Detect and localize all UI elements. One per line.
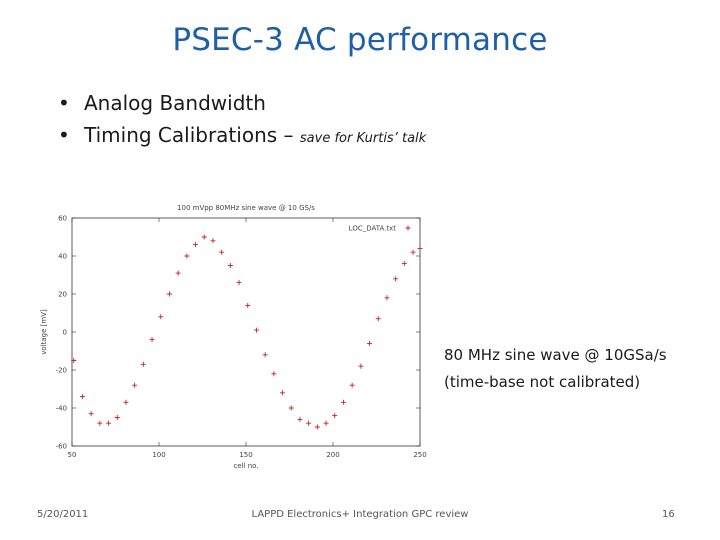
bullet-list: • Analog Bandwidth • Timing Calibrations… <box>58 90 698 158</box>
data-point <box>417 245 423 251</box>
chart-caption: 80 MHz sine wave @ 10GSa/s (time-base no… <box>444 342 667 396</box>
footer-date: 5/20/2011 <box>37 509 89 520</box>
x-tick-label: 150 <box>239 451 252 459</box>
data-point <box>297 416 303 422</box>
bullet-note: save for Kurtis’ talk <box>299 131 427 146</box>
chart-title: 100 mVpp 80MHz sine wave @ 10 GS/s <box>177 204 315 212</box>
data-point <box>193 242 199 248</box>
data-point <box>106 420 112 426</box>
data-point <box>340 399 346 405</box>
x-tick-label: 200 <box>326 451 339 459</box>
data-point <box>306 420 312 426</box>
x-tick-label: 50 <box>68 451 77 459</box>
data-point <box>227 263 233 268</box>
data-point <box>367 340 373 346</box>
data-point <box>349 382 355 388</box>
data-point <box>358 363 364 369</box>
chart-svg: 100 mVpp 80MHz sine wave @ 10 GS/s 50 100 1… <box>40 204 427 470</box>
data-point <box>79 394 85 400</box>
data-point <box>401 261 407 267</box>
data-point <box>201 234 207 240</box>
y-tick-label: -20 <box>56 367 67 375</box>
bullet-item: • Analog Bandwidth <box>58 90 698 116</box>
data-point <box>149 337 155 343</box>
slide-title: PSEC-3 AC performance <box>172 22 548 58</box>
y-tick-label: -40 <box>56 405 67 413</box>
data-point <box>236 280 242 286</box>
footer-title: LAPPD Electronics+ Integration GPC revie… <box>251 509 469 520</box>
data-point <box>271 371 277 377</box>
y-tick-label: 20 <box>58 291 67 299</box>
y-tick-label: 0 <box>63 329 67 337</box>
data-point <box>253 327 259 333</box>
data-point <box>97 420 103 426</box>
data-point <box>332 413 338 419</box>
legend-marker <box>405 225 411 231</box>
y-tick-label: 60 <box>58 215 67 223</box>
caption-line: (time-base not calibrated) <box>444 373 641 391</box>
legend-label: LOC_DATA.txt <box>349 225 397 233</box>
data-point <box>158 314 164 320</box>
data-point <box>71 358 77 363</box>
data-point <box>288 405 294 411</box>
y-tick-label: -60 <box>56 443 67 451</box>
data-point <box>140 361 146 367</box>
data-point <box>184 253 190 259</box>
bullet-text: Analog Bandwidth <box>84 91 266 115</box>
caption-line: 80 MHz sine wave @ 10GSa/s <box>444 346 667 364</box>
data-point <box>88 411 94 417</box>
data-point <box>410 249 416 255</box>
y-axis-label: voltage [mV] <box>40 309 48 355</box>
bullet-item: • Timing Calibrations – save for Kurtis’… <box>58 122 698 152</box>
data-point <box>219 249 225 255</box>
x-tick-label: 100 <box>152 451 165 459</box>
data-point <box>375 316 381 322</box>
x-tick-label: 250 <box>413 451 426 459</box>
data-point <box>245 302 251 308</box>
bullet-symbol: • <box>58 123 70 147</box>
data-point <box>132 382 138 388</box>
bullet-symbol: • <box>58 91 70 115</box>
data-point <box>323 420 329 426</box>
data-point <box>175 270 181 276</box>
data-point <box>393 276 399 282</box>
slide-number: 16 <box>662 509 675 520</box>
data-point <box>262 352 268 358</box>
sine-wave-chart: 100 mVpp 80MHz sine wave @ 10 GS/s 50 100 1… <box>36 193 436 475</box>
bullet-text: Timing Calibrations – <box>84 123 300 147</box>
data-point <box>314 424 320 430</box>
data-point <box>114 415 120 420</box>
data-point <box>166 291 172 297</box>
data-point <box>210 238 216 244</box>
x-axis-label: cell no. <box>233 462 258 470</box>
data-point <box>280 390 286 396</box>
data-point <box>384 295 390 301</box>
data-point <box>123 399 129 405</box>
plot-frame <box>71 217 421 447</box>
y-tick-label: 40 <box>58 253 67 261</box>
